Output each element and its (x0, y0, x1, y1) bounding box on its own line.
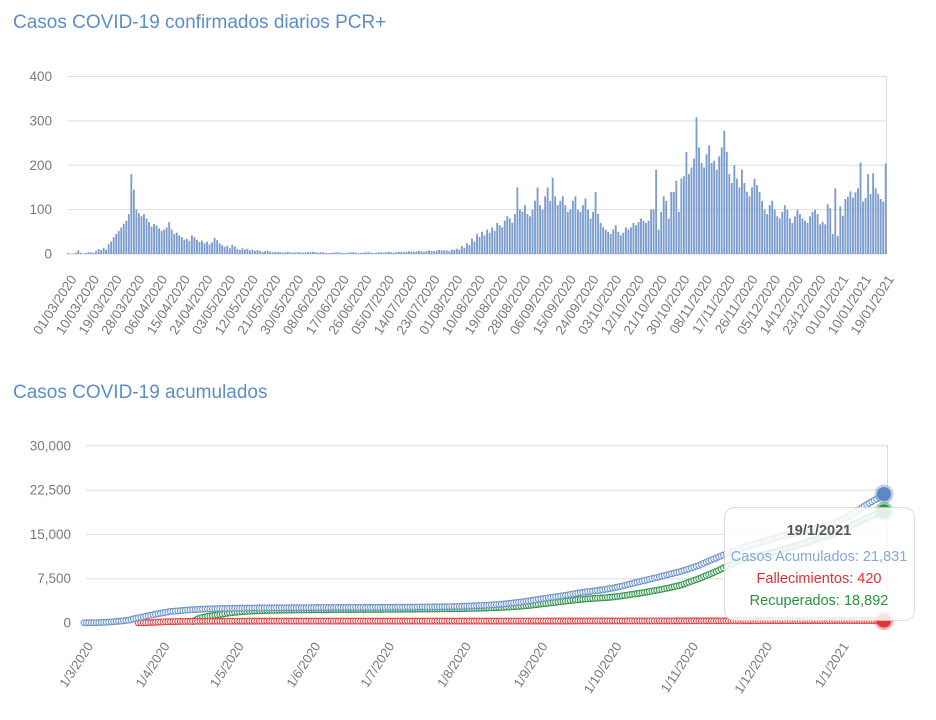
svg-text:15,000: 15,000 (30, 527, 71, 542)
svg-text:Fallecimientos: 420: Fallecimientos: 420 (757, 571, 882, 587)
svg-text:0: 0 (63, 616, 71, 631)
svg-text:Casos Acumulados: 21,831: Casos Acumulados: 21,831 (731, 549, 908, 565)
svg-text:1/11/2020: 1/11/2020 (658, 639, 702, 695)
svg-text:1/7/2020: 1/7/2020 (357, 639, 397, 690)
svg-text:Recuperados: 18,892: Recuperados: 18,892 (750, 593, 889, 609)
svg-text:300: 300 (29, 113, 52, 128)
svg-text:1/12/2020: 1/12/2020 (731, 639, 775, 696)
svg-text:100: 100 (29, 202, 52, 217)
svg-text:1/9/2020: 1/9/2020 (510, 639, 550, 690)
svg-text:7,500: 7,500 (37, 571, 71, 586)
svg-text:1/8/2020: 1/8/2020 (434, 639, 474, 690)
svg-text:1/6/2020: 1/6/2020 (283, 639, 323, 690)
svg-text:1/4/2020: 1/4/2020 (133, 639, 173, 690)
svg-text:1/10/2020: 1/10/2020 (581, 639, 625, 696)
svg-text:1/1/2021: 1/1/2021 (812, 639, 852, 690)
svg-text:1/5/2020: 1/5/2020 (207, 639, 247, 690)
svg-text:0: 0 (44, 247, 52, 262)
svg-text:400: 400 (29, 69, 52, 84)
svg-text:1/3/2020: 1/3/2020 (56, 639, 96, 690)
svg-text:22,500: 22,500 (30, 483, 71, 498)
svg-text:30,000: 30,000 (30, 438, 71, 453)
svg-text:19/1/2021: 19/1/2021 (787, 523, 852, 539)
svg-text:200: 200 (29, 158, 52, 173)
